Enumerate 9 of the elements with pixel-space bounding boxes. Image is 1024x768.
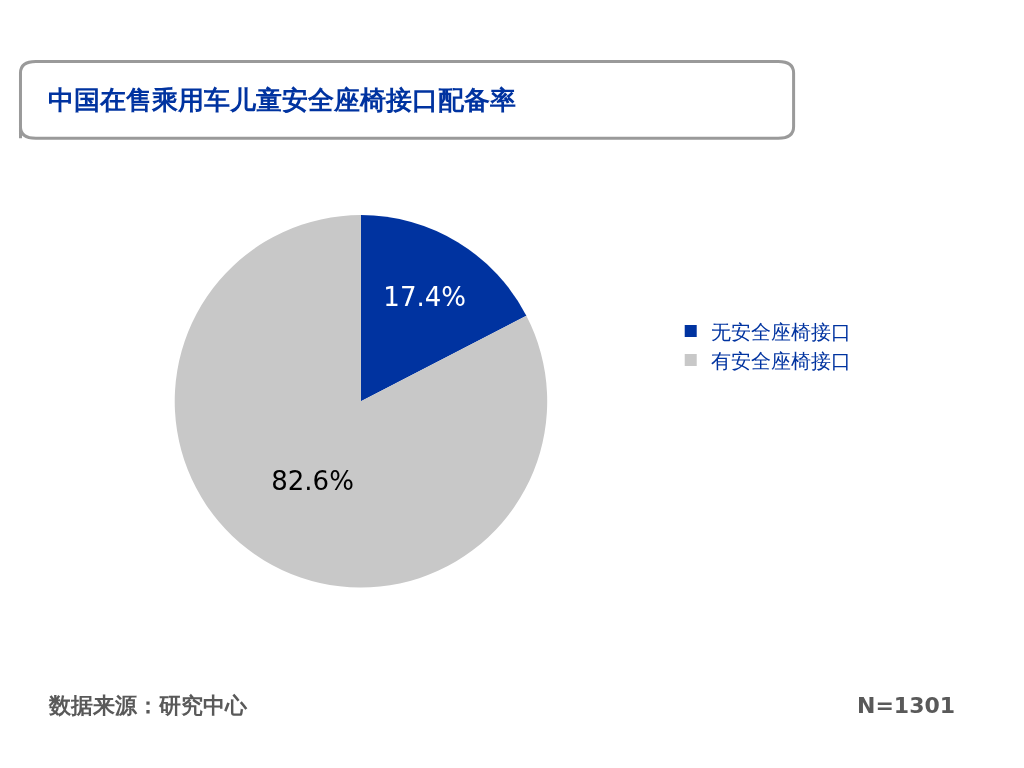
source-note: 数据来源：研究中心 [48,693,248,718]
pie-slice [360,215,527,402]
data-label: 82.6% [271,465,354,496]
chart-title: 中国在售乘用车儿童安全座椅接口配备率 [48,85,516,115]
data-label: 17.4% [383,281,466,312]
legend-label: 有安全座椅接口 [710,348,851,373]
legend-label: 无安全座椅接口 [710,319,851,344]
text: N=1301 [857,693,956,718]
pie-slice [174,215,548,588]
